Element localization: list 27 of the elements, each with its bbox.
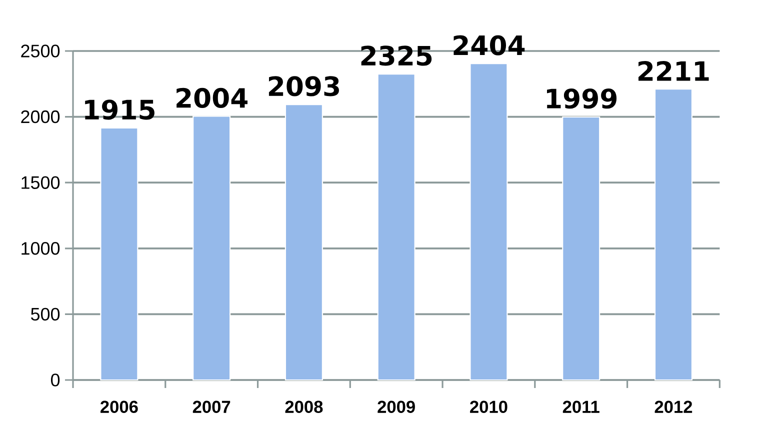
data-label: 1915 xyxy=(85,100,154,120)
data-label: 2325 xyxy=(361,46,432,66)
data-label: 2404 xyxy=(454,35,525,56)
y-tick-label: 500 xyxy=(30,308,60,321)
x-tick-label: 2008 xyxy=(285,400,323,413)
x-tick-label: 2012 xyxy=(654,400,692,413)
bar xyxy=(192,116,231,381)
bar xyxy=(284,104,323,381)
bar xyxy=(100,127,138,381)
data-label: 2093 xyxy=(268,76,339,96)
x-tick-label: 2010 xyxy=(470,400,508,413)
bar xyxy=(562,116,600,381)
y-tick-label: 2000 xyxy=(21,110,60,124)
x-tick-label: 2011 xyxy=(562,400,600,413)
y-tick-label: 2500 xyxy=(21,44,60,58)
y-tick-label: 1500 xyxy=(22,176,60,189)
x-tick-label: 2007 xyxy=(192,400,230,413)
y-tick-label: 0 xyxy=(50,374,60,386)
bar xyxy=(470,63,508,381)
data-label: 2211 xyxy=(638,60,709,81)
y-tick-label: 1000 xyxy=(22,242,60,255)
data-label: 2004 xyxy=(176,88,248,108)
x-tick-label: 2009 xyxy=(378,400,415,413)
bar xyxy=(654,88,692,381)
data-label: 1999 xyxy=(547,88,617,109)
bar xyxy=(377,73,416,381)
x-tick-label: 2006 xyxy=(100,400,138,413)
